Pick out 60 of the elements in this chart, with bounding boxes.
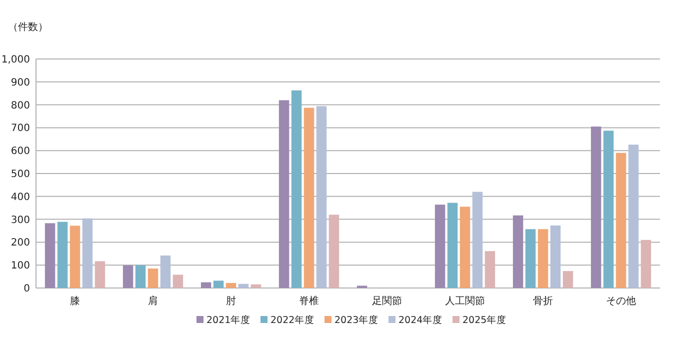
y-tick-label: 400	[10, 192, 30, 203]
bar	[172, 274, 184, 288]
bar	[590, 126, 602, 288]
x-tick-label: 肘	[226, 295, 236, 307]
bar	[616, 152, 626, 288]
bar	[135, 265, 146, 288]
y-tick-label: 0	[24, 284, 30, 294]
y-tick-label: 700	[10, 123, 30, 134]
bar	[291, 90, 302, 288]
y-tick-label: 900	[10, 77, 30, 88]
bar	[447, 202, 458, 288]
bar	[57, 222, 68, 288]
y-tick-label: 600	[10, 146, 30, 158]
legend-label: 2025年度	[462, 314, 507, 326]
bar	[484, 251, 496, 288]
bar	[200, 282, 212, 288]
bar	[238, 284, 249, 288]
y-axis-title: （件数）	[8, 22, 48, 33]
bar	[160, 255, 171, 288]
bar	[434, 204, 446, 288]
bar	[628, 144, 639, 288]
bar	[562, 271, 574, 288]
y-tick-label: 200	[10, 238, 30, 249]
bar	[640, 240, 652, 288]
bar	[603, 130, 614, 288]
x-tick-label: その他	[606, 295, 636, 307]
legend-label: 2022年度	[270, 314, 315, 326]
x-tick-label: 脊椎	[299, 295, 319, 307]
bar	[122, 265, 134, 288]
bar	[316, 106, 327, 288]
x-tick-label: 膝	[70, 295, 80, 307]
bar	[525, 229, 536, 288]
bar	[328, 214, 340, 288]
bar	[304, 108, 314, 288]
y-tick-label: 800	[10, 100, 30, 112]
bar	[460, 206, 470, 288]
bar	[148, 268, 158, 288]
bar	[512, 215, 524, 288]
bar	[94, 261, 106, 288]
bar	[472, 192, 483, 288]
bar	[550, 225, 561, 288]
x-tick-label: 人工関節	[445, 296, 485, 307]
bar	[538, 229, 548, 288]
bar	[82, 218, 93, 288]
legend-label: 2024年度	[398, 314, 443, 326]
bar	[213, 280, 224, 288]
bar	[226, 282, 236, 288]
x-tick-label: 足関節	[372, 296, 402, 307]
bar	[278, 100, 290, 288]
y-tick-label: 500	[10, 169, 30, 180]
x-tick-label: 肩	[148, 295, 158, 307]
y-tick-label: 1,000	[1, 54, 30, 66]
bar	[70, 226, 80, 288]
y-tick-label: 300	[10, 214, 30, 226]
legend-label: 2023年度	[334, 314, 379, 326]
bar	[44, 223, 56, 288]
y-tick-label: 100	[10, 260, 30, 272]
bar	[250, 284, 262, 288]
legend-label: 2021年度	[206, 314, 251, 326]
x-tick-label: 骨折	[533, 295, 553, 307]
